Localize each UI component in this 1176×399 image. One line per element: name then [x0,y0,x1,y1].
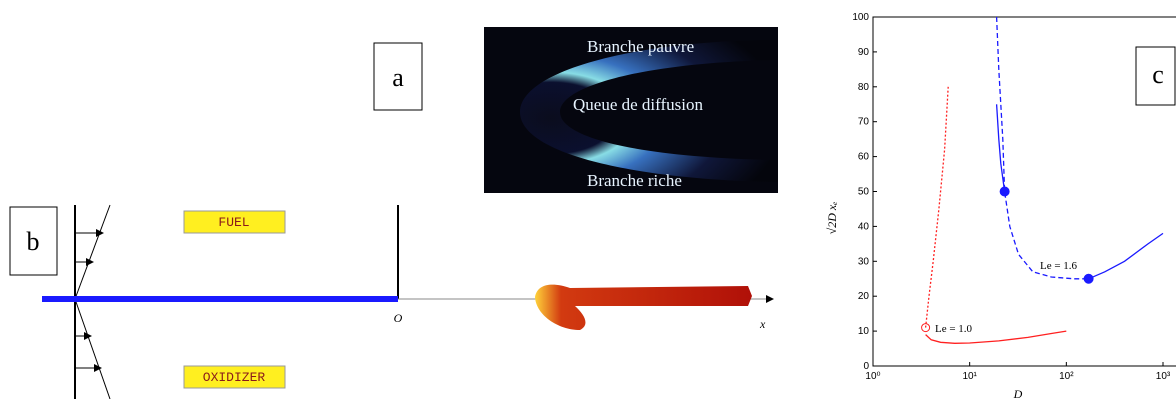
series-line [925,330,1067,344]
panel-label: b [27,227,40,256]
point [1083,273,1094,284]
y-tick-label: 60 [858,152,870,163]
photo-label: Branche pauvre [587,37,694,56]
flame-arrow [535,284,752,330]
profile [74,204,111,300]
y-axis-label: √2D xₑ [825,202,839,235]
y-tick-label: 0 [863,361,869,372]
profile [74,298,111,399]
x-tick-label: 10¹ [962,371,977,382]
point [921,323,931,333]
fuel-label: FUEL [218,215,249,230]
oxidizer-box [183,365,286,389]
x-tick-label: 10⁰ [865,371,880,382]
x-tick-label: 10³ [1156,371,1171,382]
y-tick-label: 70 [858,117,870,128]
series-line [995,16,1089,280]
y-tick-label: 90 [858,47,870,58]
flame [520,40,778,182]
x-axis-label: D [1013,387,1023,399]
panel-label-box [9,206,58,276]
chart: 0 10 20 30 40 50 60 70 80 90 100 10⁰ 10¹ 10² 10³ D √2D x… [825,12,1176,399]
series-line [1088,232,1164,280]
panel-label: a [392,63,404,92]
y-tick-label: 20 [858,291,870,302]
annotation: Le = 1.0 [935,323,973,335]
panel-label: c [1152,60,1164,89]
y-tick-label: 40 [858,221,870,232]
series-line [924,86,949,328]
y-tick-label: 30 [858,256,870,267]
panel-label-box [1135,46,1176,106]
series-line [995,104,1006,192]
fuel-box [183,210,286,234]
x-tick-label: 10² [1059,371,1074,382]
y-tick-label: 50 [858,187,870,198]
plot-frame [872,16,1176,367]
point [999,186,1010,197]
axis-label: x [759,317,766,331]
y-tick-label: 100 [852,12,869,23]
y-tick-label: 80 [858,82,870,93]
oxidizer-label: OXIDIZER [203,370,266,385]
panel-label-box [373,42,423,111]
photo-label: Queue de diffusion [573,95,703,114]
photo-label: Branche riche [587,171,682,190]
annotation: Le = 1.6 [1040,260,1078,272]
y-tick-label: 10 [858,326,870,337]
origin-label: O [394,311,403,325]
